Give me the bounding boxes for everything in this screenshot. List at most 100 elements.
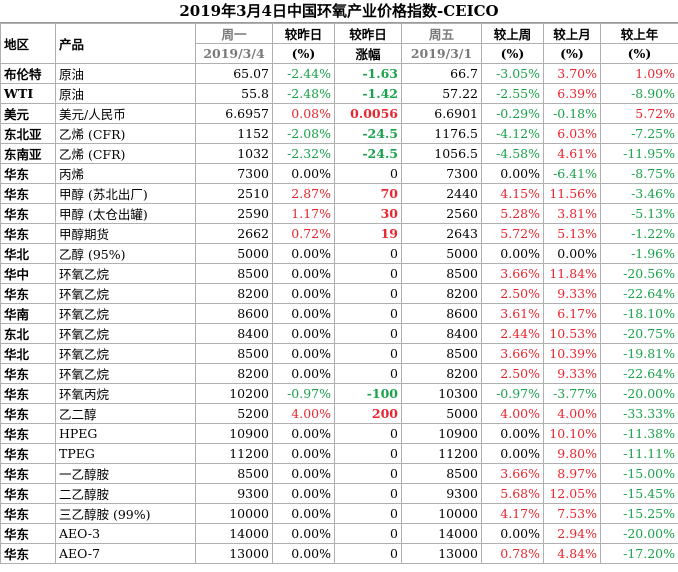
cell-pct-vs-lastyear: -19.81% (600, 343, 678, 364)
cell-change-amount: 0.0056 (334, 103, 402, 124)
cell-monday-price: 7300 (195, 163, 273, 184)
table-row: 华东 环氧丙烷 10200 -0.97% -100 10300 -0.97% -3.77% -2… (0, 383, 678, 404)
cell-pct-vs-lastyear: -15.00% (600, 463, 678, 484)
cell-pct-vs-lastmonth: 10.10% (543, 423, 601, 444)
cell-friday-price: 14000 (401, 523, 482, 544)
cell-monday-price: 5200 (195, 403, 273, 424)
cell-friday-price: 66.7 (401, 63, 482, 84)
cell-friday-price: 8200 (401, 363, 482, 384)
cell-pct-vs-lastyear: -20.75% (600, 323, 678, 344)
cell-pct-vs-yesterday: 0.00% (272, 363, 335, 384)
table-row: 华东 三乙醇胺 (99%) 10000 0.00% 0 10000 4.17% 7.53% -1… (0, 503, 678, 524)
cell-change-amount: 0 (334, 263, 402, 284)
cell-pct-vs-lastyear: -22.64% (600, 283, 678, 304)
cell-monday-price: 8500 (195, 263, 273, 284)
cell-change-amount: 0 (334, 443, 402, 464)
cell-pct-vs-lastweek: -4.12% (481, 123, 544, 144)
table-row: 东南亚 乙烯 (CFR) 1032 -2.32% -24.5 1056.5 -4.58% 4.… (0, 143, 678, 164)
cell-friday-price: 2440 (401, 183, 482, 204)
cell-pct-vs-lastmonth: 3.81% (543, 203, 601, 224)
cell-pct-vs-lastmonth: 6.39% (543, 83, 601, 104)
cell-monday-price: 9300 (195, 483, 273, 504)
cell-pct-vs-lastyear: -8.75% (600, 163, 678, 184)
cell-pct-vs-lastweek: 5.28% (481, 203, 544, 224)
cell-pct-vs-lastmonth: -3.77% (543, 383, 601, 404)
cell-friday-price: 2643 (401, 223, 482, 244)
cell-pct-vs-lastyear: -17.20% (600, 543, 678, 564)
cell-change-amount: 0 (334, 283, 402, 304)
cell-region: 华东 (0, 403, 56, 424)
table-row: 华东 乙二醇 5200 4.00% 200 5000 4.00% 4.00% -33.33% (0, 403, 678, 424)
cell-pct-vs-lastyear: -1.96% (600, 243, 678, 264)
cell-change-amount: 0 (334, 303, 402, 324)
cell-monday-price: 55.8 (195, 83, 273, 104)
table-row: 华东 甲醇期货 2662 0.72% 19 2643 5.72% 5.13% -1.22% (0, 223, 678, 244)
cell-pct-vs-yesterday: 0.00% (272, 523, 335, 544)
header-vs-lastweek-unit: (%) (481, 43, 544, 64)
cell-friday-price: 8200 (401, 283, 482, 304)
cell-pct-vs-lastyear: -11.38% (600, 423, 678, 444)
cell-pct-vs-lastmonth: 8.97% (543, 463, 601, 484)
cell-pct-vs-yesterday: -2.08% (272, 123, 335, 144)
table-row: 东北亚 乙烯 (CFR) 1152 -2.08% -24.5 1176.5 -4.12% 6.… (0, 123, 678, 144)
cell-monday-price: 8600 (195, 303, 273, 324)
table-row: 华北 环氧乙烷 8500 0.00% 0 8500 3.66% 10.39% -19.81% (0, 343, 678, 364)
cell-pct-vs-lastweek: 0.00% (481, 423, 544, 444)
cell-friday-price: 13000 (401, 543, 482, 564)
cell-region: 华东 (0, 183, 56, 204)
cell-region: 华东 (0, 523, 56, 544)
cell-pct-vs-yesterday: 0.00% (272, 343, 335, 364)
cell-change-amount: 0 (334, 463, 402, 484)
cell-pct-vs-lastweek: -4.58% (481, 143, 544, 164)
cell-change-amount: 19 (334, 223, 402, 244)
cell-pct-vs-lastyear: -33.33% (600, 403, 678, 424)
cell-pct-vs-lastweek: 3.66% (481, 463, 544, 484)
cell-friday-price: 10300 (401, 383, 482, 404)
cell-pct-vs-lastmonth: 6.17% (543, 303, 601, 324)
cell-pct-vs-lastweek: -0.97% (481, 383, 544, 404)
table-row: 华东 甲醇 (苏北出厂) 2510 2.87% 70 2440 4.15% 11.56% -3.… (0, 183, 678, 204)
cell-pct-vs-lastmonth: 4.00% (543, 403, 601, 424)
cell-pct-vs-yesterday: 0.00% (272, 463, 335, 484)
cell-friday-price: 5000 (401, 243, 482, 264)
cell-monday-price: 6.6957 (195, 103, 273, 124)
header-vs-lastyear-unit: (%) (600, 43, 678, 64)
table-row: 华东 TPEG 11200 0.00% 0 11200 0.00% 9.80% -11.11% (0, 443, 678, 464)
cell-product: 丙烯 (55, 163, 196, 184)
cell-pct-vs-yesterday: 0.00% (272, 243, 335, 264)
cell-product: 环氧乙烷 (55, 283, 196, 304)
cell-product: 环氧丙烷 (55, 383, 196, 404)
cell-product: 一乙醇胺 (55, 463, 196, 484)
cell-product: 原油 (55, 83, 196, 104)
cell-pct-vs-lastweek: 3.61% (481, 303, 544, 324)
cell-product: 乙醇 (95%) (55, 243, 196, 264)
cell-product: 乙烯 (CFR) (55, 123, 196, 144)
cell-pct-vs-lastmonth: 10.39% (543, 343, 601, 364)
cell-change-amount: 0 (334, 243, 402, 264)
cell-pct-vs-lastmonth: 0.00% (543, 243, 601, 264)
cell-change-amount: -24.5 (334, 143, 402, 164)
cell-pct-vs-lastmonth: 6.03% (543, 123, 601, 144)
table-row: WTI 原油 55.8 -2.48% -1.42 57.22 -2.55% 6.39% -8.9… (0, 83, 678, 104)
cell-pct-vs-yesterday: 0.00% (272, 323, 335, 344)
cell-pct-vs-lastmonth: 4.61% (543, 143, 601, 164)
cell-region: 华东 (0, 483, 56, 504)
cell-friday-price: 6.6901 (401, 103, 482, 124)
cell-product: 甲醇 (太仓出罐) (55, 203, 196, 224)
header-fri: 周五 (401, 23, 482, 44)
header-vs-lastmonth-unit: (%) (543, 43, 601, 64)
header-vs-lastmonth: 较上月 (543, 23, 601, 44)
cell-pct-vs-lastyear: -22.64% (600, 363, 678, 384)
table-row: 布伦特 原油 65.07 -2.44% -1.63 66.7 -3.05% 3.70% 1.09… (0, 63, 678, 84)
cell-pct-vs-yesterday: 0.00% (272, 163, 335, 184)
table-row: 华东 甲醇 (太仓出罐) 2590 1.17% 30 2560 5.28% 3.81% -5.1… (0, 203, 678, 224)
cell-change-amount: 0 (334, 343, 402, 364)
cell-monday-price: 2590 (195, 203, 273, 224)
cell-pct-vs-lastmonth: 10.53% (543, 323, 601, 344)
cell-product: 甲醇期货 (55, 223, 196, 244)
table-row: 华中 环氧乙烷 8500 0.00% 0 8500 3.66% 11.84% -20.56% (0, 263, 678, 284)
cell-pct-vs-yesterday: 0.00% (272, 503, 335, 524)
cell-pct-vs-lastyear: -20.00% (600, 523, 678, 544)
table-row: 华东 AEO-3 14000 0.00% 0 14000 0.00% 2.94% -20.00% (0, 523, 678, 544)
